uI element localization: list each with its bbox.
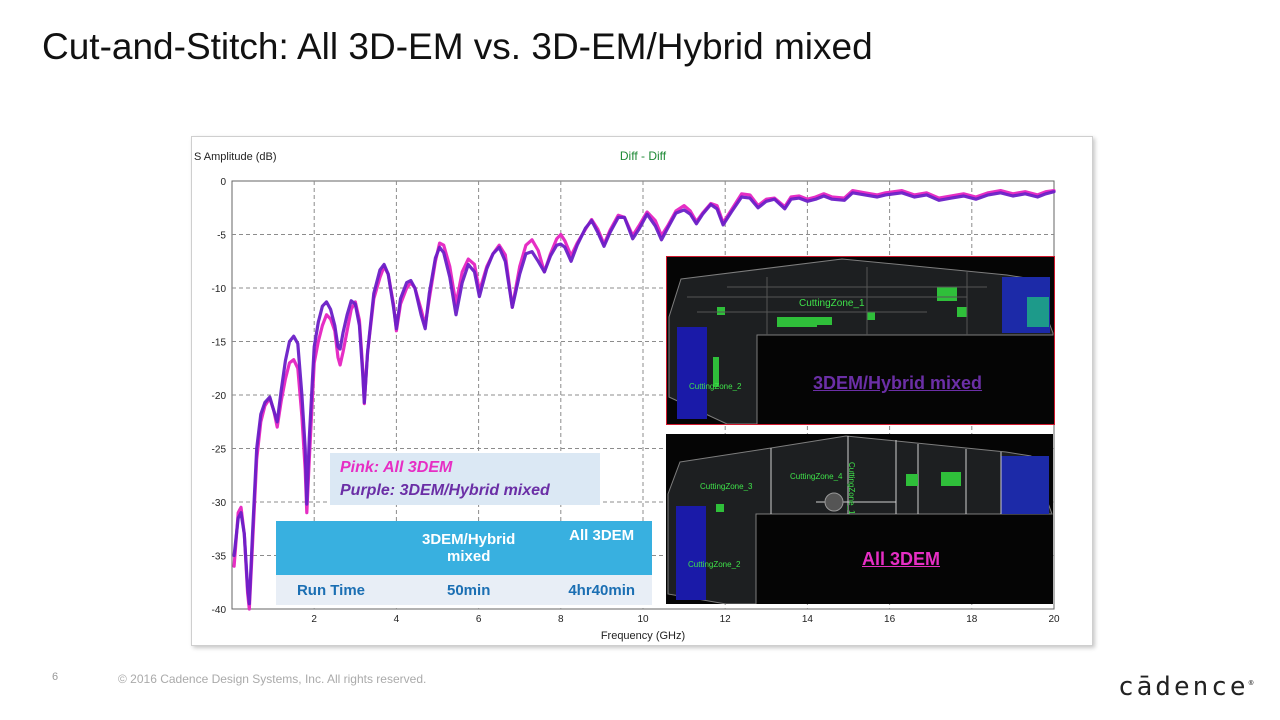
x-tick-label: 20 — [1048, 614, 1060, 625]
zone-label: CuttingZone_1 — [847, 462, 856, 515]
zone-label: CuttingZone_3 — [700, 482, 753, 491]
logo-text: cādence — [1118, 672, 1249, 702]
table-header-cell — [276, 521, 386, 575]
x-tick-label: 10 — [637, 614, 649, 625]
y-tick-label: -35 — [212, 552, 227, 563]
cadence-logo: cādence® — [1118, 672, 1254, 702]
legend-entry-purple: Purple: 3DEM/Hybrid mixed — [340, 482, 550, 499]
chart-xlabel: Frequency (GHz) — [601, 630, 685, 642]
y-tick-label: -20 — [212, 391, 227, 402]
pcb-caption-all3dem: All 3DEM — [862, 549, 941, 569]
pcb-inset-all3dem: CuttingZone_3 CuttingZone_4 CuttingZone_… — [666, 434, 1053, 604]
tick-layer: 2 4 6 8 10 12 14 16 18 20 0 -5 -10 -15 -20 -25 -30 -35 -40 — [212, 177, 1060, 625]
x-tick-label: 12 — [720, 614, 732, 625]
table-cell: 4hr40min — [551, 575, 652, 605]
pcb-all3dem-drawing — [667, 435, 1053, 604]
x-tick-label: 16 — [884, 614, 896, 625]
table-header-cell: All 3DEM — [551, 521, 652, 575]
y-tick-label: -30 — [212, 498, 227, 509]
y-tick-label: -40 — [212, 605, 227, 616]
series-layer — [232, 188, 1056, 611]
table-row: Run Time 50min 4hr40min — [276, 575, 652, 605]
zone-label: CuttingZone_2 — [688, 560, 741, 569]
y-tick-label: 0 — [220, 177, 226, 188]
slide-title: Cut-and-Stitch: All 3D-EM vs. 3D-EM/Hybr… — [42, 26, 873, 67]
x-tick-label: 2 — [311, 614, 317, 625]
x-tick-label: 18 — [966, 614, 978, 625]
x-tick-label: 4 — [394, 614, 400, 625]
zone-label: CuttingZone_1 — [799, 298, 865, 309]
run-time-table: 3DEM/Hybrid mixed All 3DEM Run Time 50mi… — [276, 521, 652, 605]
table-cell: 50min — [386, 575, 552, 605]
y-tick-label: -15 — [212, 338, 227, 349]
legend-entry-pink: Pink: All 3DEM — [340, 459, 453, 476]
pcb-caption-hybrid: 3DEM/Hybrid mixed — [813, 373, 983, 393]
y-tick-label: -5 — [217, 231, 226, 242]
pcb-inset-hybrid: CuttingZone_1 CuttingZone_2 3DEM/Hybrid … — [666, 256, 1055, 425]
x-tick-label: 14 — [802, 614, 814, 625]
table-header-row: 3DEM/Hybrid mixed All 3DEM — [276, 521, 652, 575]
x-tick-label: 6 — [476, 614, 482, 625]
copyright-text: © 2016 Cadence Design Systems, Inc. All … — [118, 672, 427, 686]
y-tick-label: -25 — [212, 445, 227, 456]
chart-title: Diff - Diff — [620, 149, 667, 163]
table-header-cell: 3DEM/Hybrid mixed — [386, 521, 552, 575]
pcb-hybrid-drawing — [668, 258, 1054, 424]
chart-svg: S Amplitude (dB) Diff - Diff Frequency (… — [194, 149, 1060, 642]
page-number: 6 — [52, 671, 59, 683]
zone-label: CuttingZone_4 — [790, 472, 843, 481]
legend-box — [330, 453, 600, 505]
series-line-purple — [232, 190, 1056, 606]
chart-ylabel: S Amplitude (dB) — [194, 151, 277, 163]
table-cell: Run Time — [276, 575, 386, 605]
y-tick-label: -10 — [212, 284, 227, 295]
zone-label: CuttingZone_2 — [689, 382, 742, 391]
x-tick-label: 8 — [558, 614, 564, 625]
